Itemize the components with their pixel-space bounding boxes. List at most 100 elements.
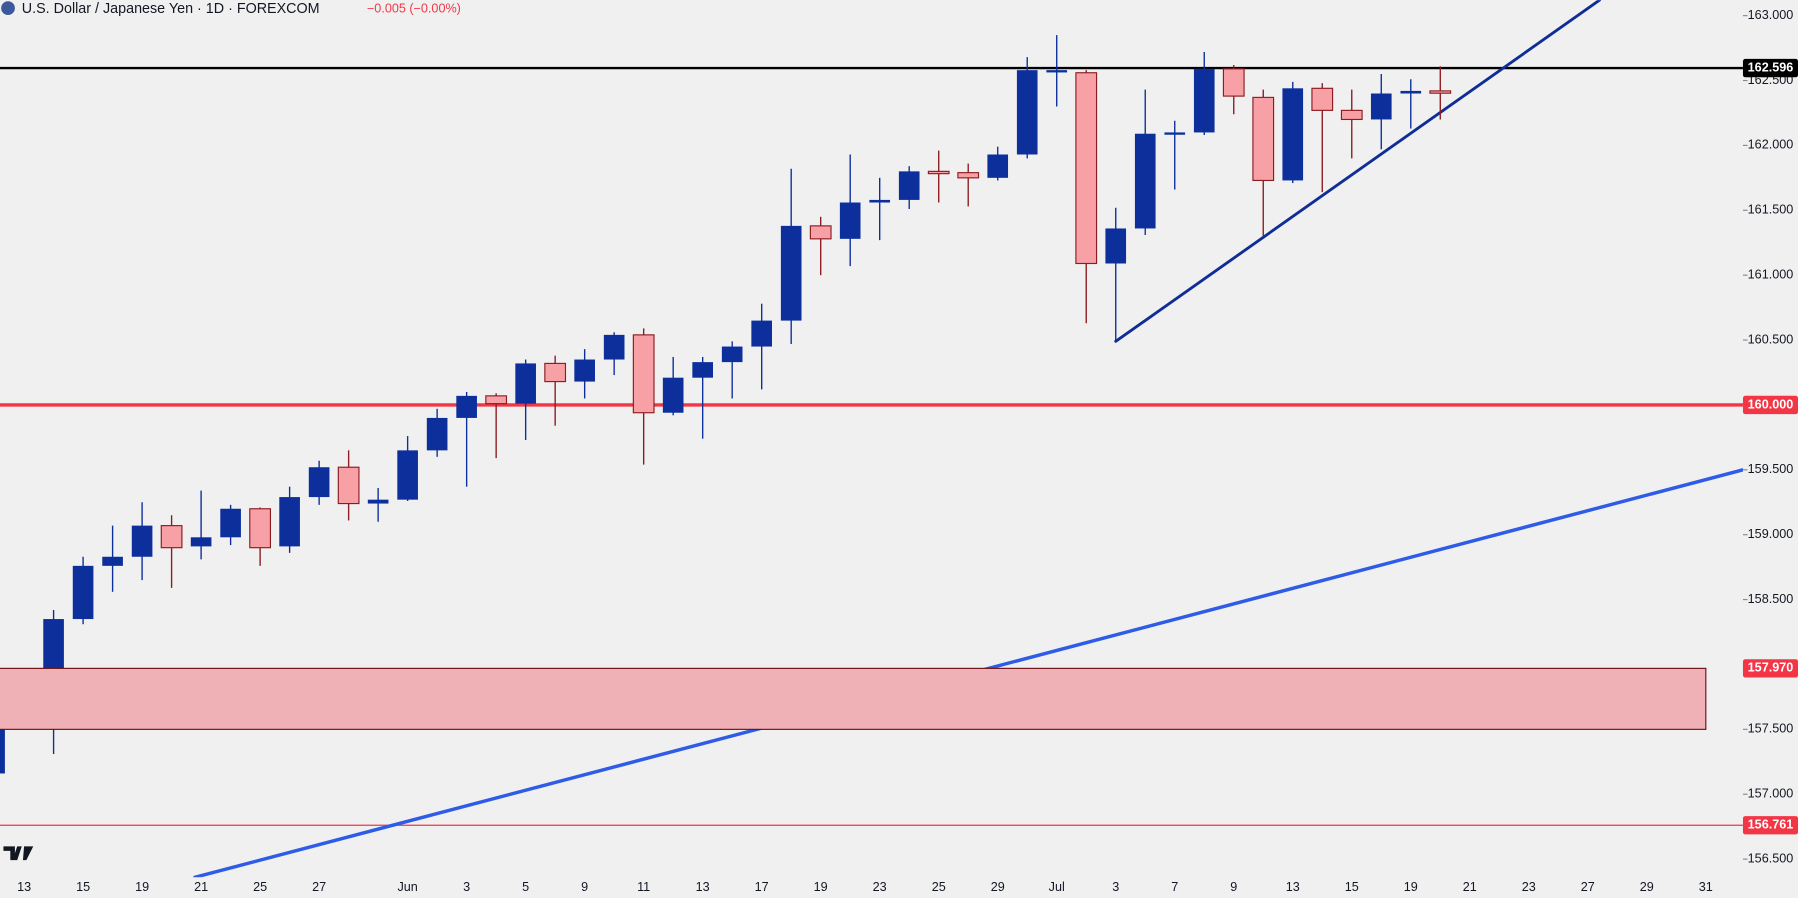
- candle-body: [1046, 70, 1068, 73]
- x-tick-label: 27: [1581, 880, 1595, 894]
- x-tick-label: 21: [1463, 880, 1477, 894]
- zone-tag-bg: [1742, 659, 1798, 678]
- zone: [0, 667, 1707, 730]
- x-tick-label: 3: [1112, 880, 1119, 894]
- x-tick-label: Jun: [397, 880, 417, 894]
- y-tick-label: 161.500: [1748, 203, 1794, 217]
- x-tick-label: 25: [932, 880, 946, 894]
- candle-body: [1164, 132, 1186, 135]
- candle-body: [1134, 133, 1156, 229]
- candle-body: [0, 713, 5, 774]
- candle-body: [1429, 90, 1452, 94]
- x-tick-label: 3: [463, 880, 470, 894]
- candle-body: [603, 334, 625, 360]
- candle-body: [249, 508, 272, 549]
- x-tick-label: 15: [76, 880, 90, 894]
- x-tick-label: 19: [135, 880, 149, 894]
- candle-body: [102, 556, 123, 566]
- x-tick-label: 5: [522, 880, 529, 894]
- x-tick-label: 11: [637, 880, 650, 894]
- candle-body: [279, 497, 300, 547]
- x-tick-label: 27: [312, 880, 326, 894]
- x-tick-label: 29: [991, 880, 1005, 894]
- x-tick-label: 19: [1404, 880, 1418, 894]
- candle-body: [927, 170, 950, 175]
- candle-body: [1222, 68, 1245, 97]
- candle-body: [308, 467, 330, 498]
- candle-body: [751, 320, 773, 347]
- x-tick-label: 15: [1345, 880, 1359, 894]
- candle-body: [1400, 90, 1422, 94]
- x-tick-label: 23: [873, 880, 887, 894]
- candle-body: [1340, 109, 1363, 121]
- candle-body: [1282, 88, 1304, 181]
- y-tick-label: 163.000: [1748, 8, 1794, 22]
- x-tick-label: 29: [1640, 880, 1654, 894]
- y-tick-label: 157.000: [1748, 787, 1794, 801]
- candle-body: [426, 417, 448, 451]
- candle-body: [898, 171, 920, 200]
- candle-body: [397, 450, 418, 500]
- price-tag-bg: [1742, 395, 1798, 415]
- x-tick-label: 13: [696, 880, 710, 894]
- y-tick-label: 159.000: [1748, 527, 1794, 541]
- candle-body: [574, 359, 595, 382]
- x-tick-label: Jul: [1049, 880, 1065, 894]
- price-tag: 162.596: [1748, 60, 1794, 74]
- candle-body: [367, 499, 389, 504]
- zone-tag: 157.970: [1748, 661, 1794, 675]
- x-tick-label: 7: [1171, 880, 1178, 894]
- x-tick-label: 13: [17, 880, 31, 894]
- y-tick-label: 162.000: [1748, 138, 1794, 152]
- x-tick-label: 9: [1230, 880, 1237, 894]
- candle-body: [544, 362, 567, 383]
- candle-body: [839, 202, 861, 239]
- change-text: −0.005 (−0.00%): [367, 2, 461, 16]
- candle-body: [721, 346, 743, 363]
- x-tick-label: 31: [1699, 880, 1713, 894]
- candle-body: [1370, 93, 1392, 120]
- candle-body: [987, 154, 1009, 178]
- y-tick-label: 160.500: [1748, 332, 1794, 346]
- x-tick-label: 25: [253, 880, 267, 894]
- chart-title: U.S. Dollar / Japanese Yen · 1D · FOREXC…: [22, 1, 320, 17]
- price-tag: 160.000: [1748, 397, 1794, 411]
- candle-body: [692, 362, 713, 378]
- candle-body: [780, 225, 802, 321]
- candle-body: [809, 225, 832, 240]
- price-tag: 156.761: [1748, 818, 1794, 832]
- candle-body: [1311, 87, 1334, 111]
- x-tick-label: 19: [814, 880, 828, 894]
- candle-body: [869, 199, 891, 203]
- y-tick-label: 157.500: [1748, 722, 1794, 736]
- y-tick-label: 161.000: [1748, 268, 1794, 282]
- y-tick-label: 156.500: [1748, 851, 1794, 865]
- price-axis: 156.500 157.000 157.500 158.500 159.000 159.5…: [1742, 8, 1798, 865]
- candle-body: [1105, 228, 1127, 264]
- candle-body: [131, 525, 153, 557]
- candle-body: [1193, 68, 1215, 133]
- candle-body: [1016, 70, 1038, 155]
- candle-body: [485, 395, 508, 405]
- candle-body: [1075, 72, 1098, 265]
- candle-body: [160, 525, 183, 549]
- trend-line: [1114, 0, 1602, 343]
- candle-body: [337, 466, 360, 505]
- x-tick-label: 23: [1522, 880, 1536, 894]
- x-tick-label: 21: [194, 880, 208, 894]
- y-tick-label: 159.500: [1748, 462, 1794, 476]
- price-tag-bg: [1742, 58, 1798, 78]
- y-tick-label: 158.500: [1748, 592, 1794, 606]
- candle-body: [632, 334, 655, 414]
- candle-body: [957, 172, 980, 179]
- candle-body: [220, 508, 241, 538]
- candle-body: [72, 565, 94, 620]
- candle-body: [456, 395, 477, 418]
- candle-body: [190, 537, 212, 547]
- tv-logo: [3, 846, 34, 861]
- candle-body: [1252, 96, 1275, 182]
- candle-body: [662, 377, 684, 413]
- price-tag-bg: [1742, 816, 1798, 835]
- x-tick-label: 9: [581, 880, 588, 894]
